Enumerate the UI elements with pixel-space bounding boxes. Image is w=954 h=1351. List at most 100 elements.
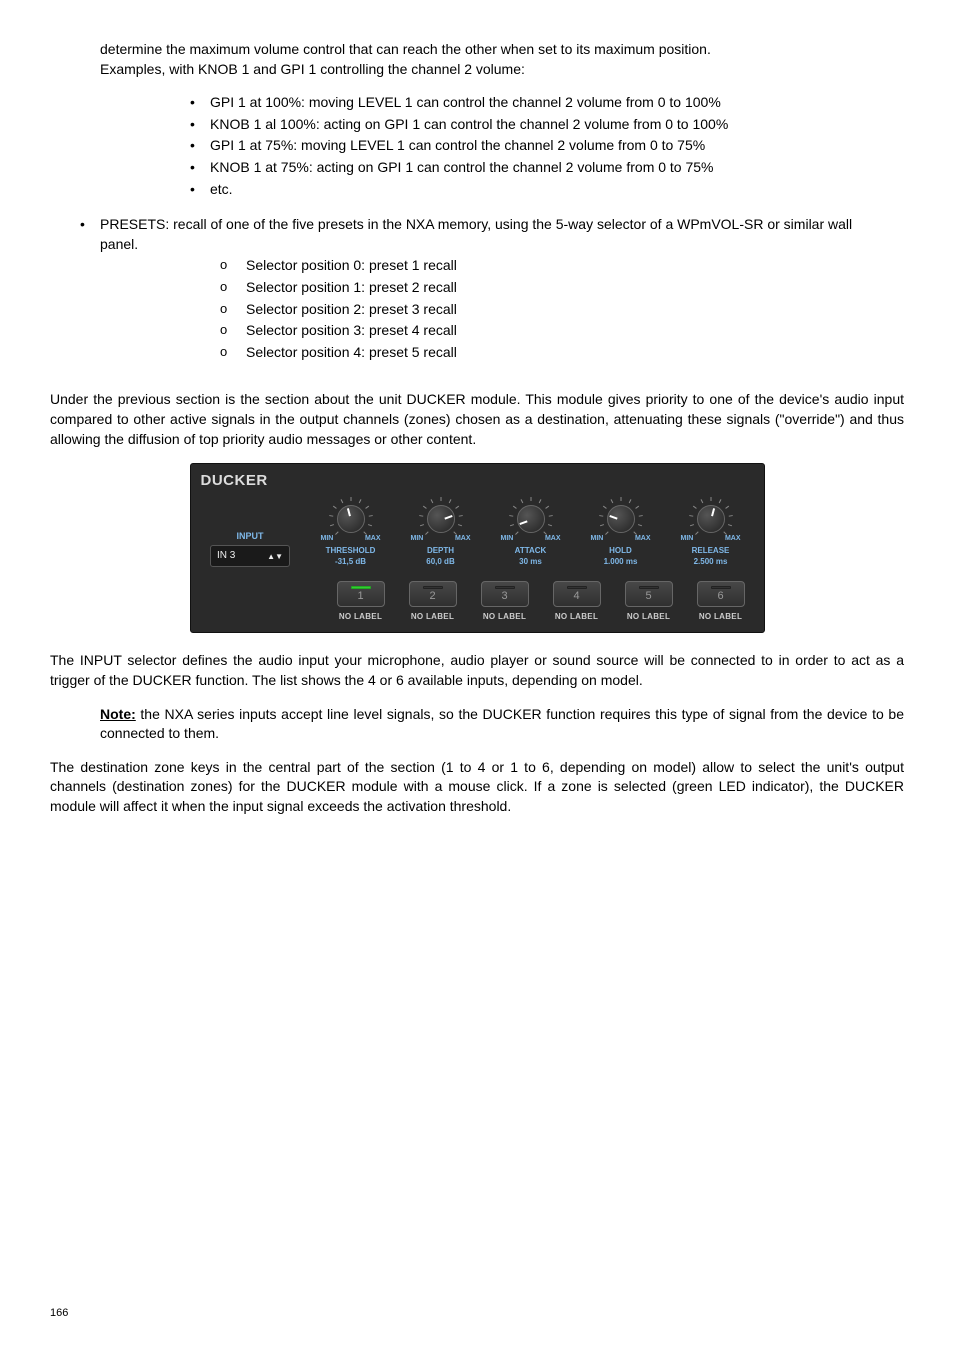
circle-bullet-icon: o <box>220 278 246 296</box>
zone-button-6[interactable]: 6 NO LABEL <box>688 581 754 622</box>
knob-dial[interactable] <box>697 505 725 533</box>
zone-label: NO LABEL <box>555 611 598 622</box>
zone-led-icon <box>423 586 443 589</box>
example-bullet: •GPI 1 at 75%: moving LEVEL 1 can contro… <box>190 136 904 156</box>
circle-bullet-icon: o <box>220 321 246 339</box>
zone-label: NO LABEL <box>339 611 382 622</box>
input-select[interactable]: IN 3 ▲▼ <box>210 545 290 567</box>
knob-dial[interactable] <box>517 505 545 533</box>
max-label: MAX <box>725 534 741 544</box>
knob-dial[interactable] <box>427 505 455 533</box>
example-bullets: •GPI 1 at 100%: moving LEVEL 1 can contr… <box>190 93 904 199</box>
zone-label: NO LABEL <box>699 611 742 622</box>
knob-wrap <box>596 497 646 535</box>
intro-line-1: determine the maximum volume control tha… <box>100 40 904 60</box>
max-label: MAX <box>365 534 381 544</box>
knob-threshold[interactable]: MINMAXTHRESHOLD-31,5 dB <box>308 497 394 567</box>
ducker-panel: DUCKER INPUT IN 3 ▲▼ MINMAXTHRESHOLD-31,… <box>190 463 765 633</box>
preset-item: oSelector position 3: preset 4 recall <box>220 321 904 341</box>
note-paragraph: Note: the NXA series inputs accept line … <box>100 705 904 744</box>
zone-box[interactable]: 5 <box>625 581 673 607</box>
min-label: MIN <box>411 534 424 544</box>
example-bullet-text: GPI 1 at 100%: moving LEVEL 1 can contro… <box>210 93 721 113</box>
knob-wrap <box>506 497 556 535</box>
presets-bullet: • PRESETS: recall of one of the five pre… <box>80 215 904 254</box>
zone-led-icon <box>351 586 371 589</box>
knob-wrap <box>326 497 376 535</box>
minmax-row: MIN MAX <box>501 534 561 544</box>
example-bullet: •etc. <box>190 180 904 200</box>
preset-item-text: Selector position 0: preset 1 recall <box>246 256 457 276</box>
example-bullet-text: etc. <box>210 180 233 200</box>
note-label: Note: <box>100 706 136 722</box>
bullet-icon: • <box>190 115 210 135</box>
knob-dial[interactable] <box>337 505 365 533</box>
post-panel-2: The destination zone keys in the central… <box>50 758 904 817</box>
zone-box[interactable]: 1 <box>337 581 385 607</box>
zone-box[interactable]: 6 <box>697 581 745 607</box>
max-label: MAX <box>635 534 651 544</box>
zone-led-icon <box>639 586 659 589</box>
zone-box[interactable]: 2 <box>409 581 457 607</box>
zone-box[interactable]: 3 <box>481 581 529 607</box>
bullet-icon: • <box>80 215 100 235</box>
preset-item: oSelector position 2: preset 3 recall <box>220 300 904 320</box>
max-label: MAX <box>545 534 561 544</box>
zone-led-icon <box>567 586 587 589</box>
preset-item: oSelector position 1: preset 2 recall <box>220 278 904 298</box>
zone-button-2[interactable]: 2 NO LABEL <box>400 581 466 622</box>
post-panel-1: The INPUT selector defines the audio inp… <box>50 651 904 690</box>
minmax-row: MINMAX <box>321 534 381 544</box>
knob-hold[interactable]: MINMAXHOLD1.000 ms <box>578 497 664 567</box>
zone-button-3[interactable]: 3 NO LABEL <box>472 581 538 622</box>
example-bullet-text: KNOB 1 at 75%: acting on GPI 1 can contr… <box>210 158 714 178</box>
zone-box[interactable]: 4 <box>553 581 601 607</box>
knob-attack[interactable]: MIN MAXATTACK30 ms <box>488 497 574 567</box>
intro-line-2: Examples, with KNOB 1 and GPI 1 controll… <box>100 60 904 80</box>
knob-dial[interactable] <box>607 505 635 533</box>
page-number: 166 <box>50 1306 68 1321</box>
minmax-row: MINMAX <box>411 534 471 544</box>
min-label: MIN <box>591 534 604 544</box>
input-block: INPUT IN 3 ▲▼ <box>201 530 300 568</box>
min-label: MIN <box>681 534 694 544</box>
zone-number: 6 <box>717 591 723 602</box>
bullet-icon: • <box>190 136 210 156</box>
knob-wrap <box>686 497 736 535</box>
note-text: the NXA series inputs accept line level … <box>100 706 904 742</box>
example-bullet-text: KNOB 1 al 100%: acting on GPI 1 can cont… <box>210 115 728 135</box>
presets-text: PRESETS: recall of one of the five prese… <box>100 215 860 254</box>
knob-depth[interactable]: MINMAXDEPTH60,0 dB <box>398 497 484 567</box>
min-label: MIN <box>501 534 514 544</box>
zone-button-4[interactable]: 4 NO LABEL <box>544 581 610 622</box>
zone-button-5[interactable]: 5 NO LABEL <box>616 581 682 622</box>
preset-item-text: Selector position 3: preset 4 recall <box>246 321 457 341</box>
circle-bullet-icon: o <box>220 343 246 361</box>
knob-label: DEPTH <box>427 545 454 556</box>
example-bullet: •KNOB 1 al 100%: acting on GPI 1 can con… <box>190 115 904 135</box>
knob-row: MINMAXTHRESHOLD-31,5 dBMINMAXDEPTH60,0 d… <box>308 497 754 567</box>
bullet-icon: • <box>190 180 210 200</box>
zone-button-1[interactable]: 1 NO LABEL <box>328 581 394 622</box>
knob-value: 30 ms <box>519 556 542 567</box>
ducker-top-row: INPUT IN 3 ▲▼ MINMAXTHRESHOLD-31,5 dBMIN… <box>191 495 764 575</box>
example-bullet: •GPI 1 at 100%: moving LEVEL 1 can contr… <box>190 93 904 113</box>
input-value: IN 3 <box>217 549 235 563</box>
knob-wrap <box>416 497 466 535</box>
circle-bullet-icon: o <box>220 300 246 318</box>
knob-label: HOLD <box>609 545 632 556</box>
knob-release[interactable]: MINMAXRELEASE2.500 ms <box>668 497 754 567</box>
zone-label: NO LABEL <box>483 611 526 622</box>
knob-value: 60,0 dB <box>426 556 454 567</box>
knob-label: ATTACK <box>515 545 547 556</box>
knob-value: 2.500 ms <box>694 556 728 567</box>
preset-item-text: Selector position 1: preset 2 recall <box>246 278 457 298</box>
bullet-icon: • <box>190 158 210 178</box>
zone-led-icon <box>711 586 731 589</box>
preset-item-text: Selector position 2: preset 3 recall <box>246 300 457 320</box>
preset-item: oSelector position 4: preset 5 recall <box>220 343 904 363</box>
select-arrows-icon: ▲▼ <box>267 551 283 562</box>
zone-label: NO LABEL <box>411 611 454 622</box>
zone-label: NO LABEL <box>627 611 670 622</box>
example-bullet: •KNOB 1 at 75%: acting on GPI 1 can cont… <box>190 158 904 178</box>
